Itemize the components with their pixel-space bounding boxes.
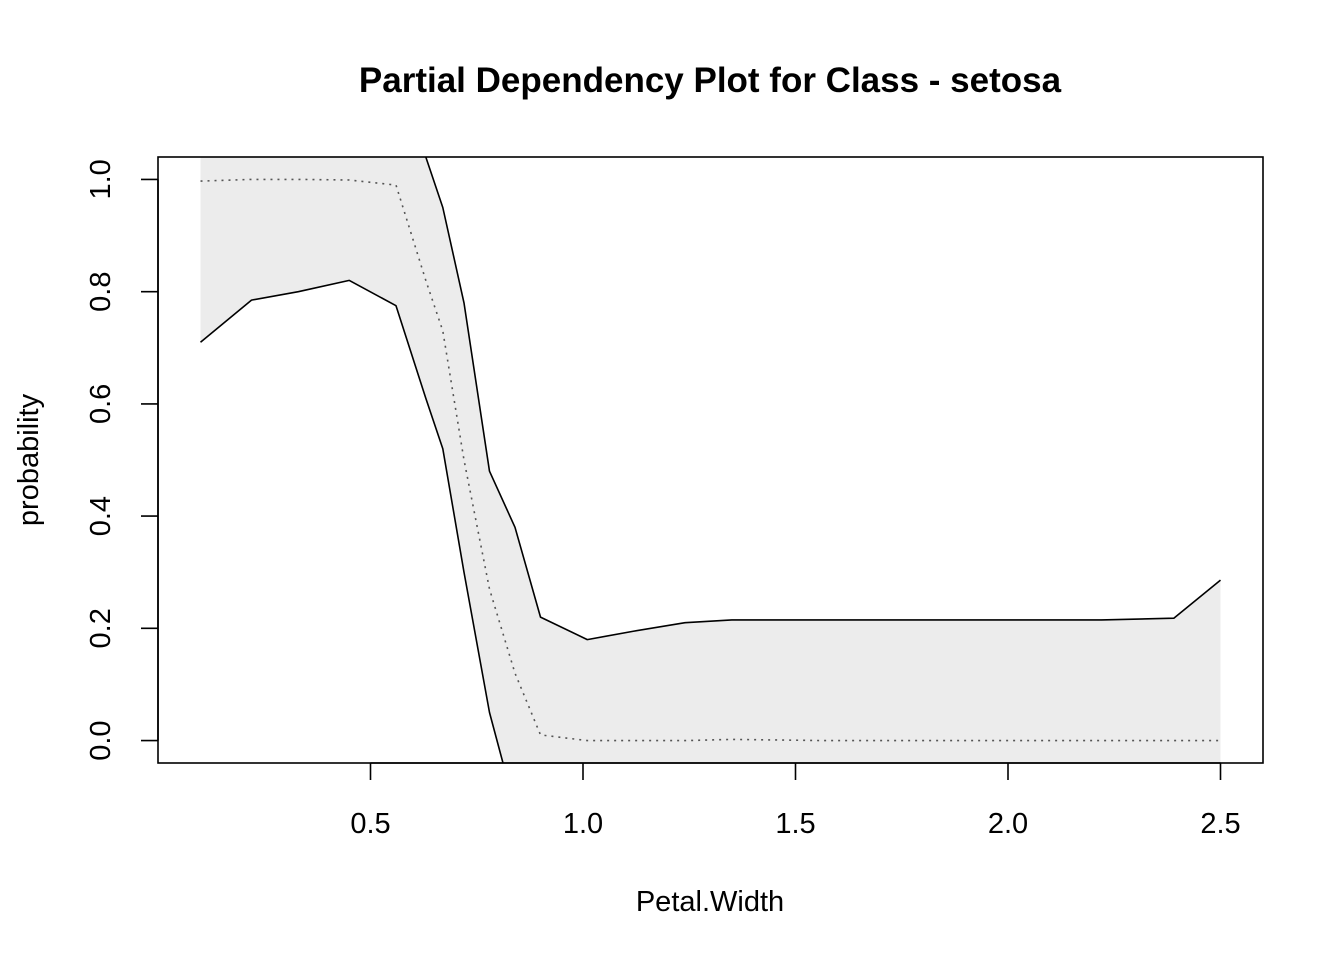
x-tick-label: 0.5 bbox=[350, 808, 390, 840]
x-tick-label: 1.0 bbox=[563, 808, 603, 840]
x-tick-label: 1.5 bbox=[775, 808, 815, 840]
y-tick-label: 0.6 bbox=[85, 384, 117, 424]
y-tick-label: 0.0 bbox=[85, 720, 117, 760]
y-tick-label: 1.0 bbox=[85, 159, 117, 199]
x-axis: 0.5 1.0 1.5 2.0 2.5 bbox=[350, 762, 1241, 840]
plot-area bbox=[199, 157, 1222, 763]
y-axis: 0.0 0.2 0.4 0.6 0.8 1.0 bbox=[85, 159, 159, 761]
chart-title: Partial Dependency Plot for Class - seto… bbox=[359, 61, 1062, 100]
y-tick-label: 0.8 bbox=[85, 272, 117, 312]
lower-bound-line bbox=[199, 279, 504, 763]
x-tick-label: 2.5 bbox=[1200, 808, 1240, 840]
upper-bound-line bbox=[424, 157, 1222, 641]
y-axis-label: probability bbox=[13, 393, 45, 526]
y-tick-label: 0.2 bbox=[85, 608, 117, 648]
y-tick-label: 0.4 bbox=[85, 496, 117, 536]
mean-probability-line bbox=[200, 178, 1221, 742]
x-axis-label: Petal.Width bbox=[636, 886, 784, 918]
x-tick-label: 2.0 bbox=[988, 808, 1028, 840]
confidence-band bbox=[200, 157, 1221, 763]
